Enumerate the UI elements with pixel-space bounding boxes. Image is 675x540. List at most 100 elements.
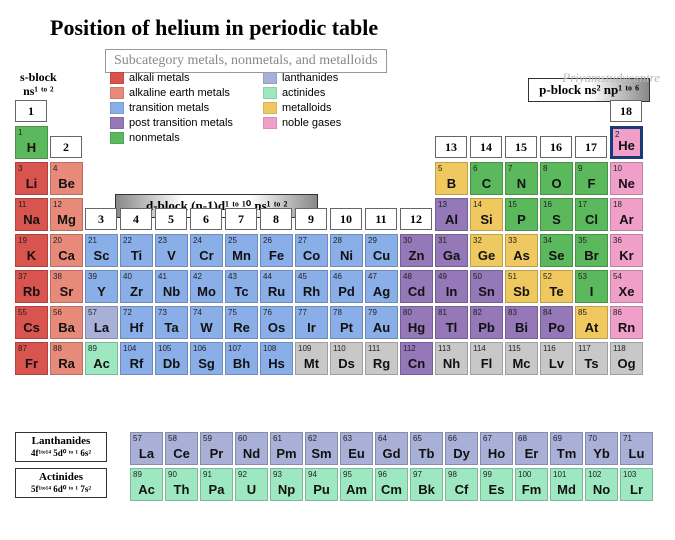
group-header-10: 10	[330, 208, 362, 230]
atomic-number: 47	[368, 272, 377, 281]
atomic-number: 108	[263, 344, 276, 353]
group-header-16: 16	[540, 136, 572, 158]
element-symbol: Np	[271, 482, 302, 497]
element-symbol: H	[16, 140, 47, 155]
element-symbol: Pt	[331, 320, 362, 335]
atomic-number: 62	[308, 434, 317, 443]
element-Ho: 67Ho	[480, 432, 513, 465]
element-Ar: 18Ar	[610, 198, 643, 231]
element-W: 74W	[190, 306, 223, 339]
element-Sn: 50Sn	[470, 270, 503, 303]
element-Pt: 78Pt	[330, 306, 363, 339]
element-Cd: 48Cd	[400, 270, 433, 303]
element-symbol: Mn	[226, 248, 257, 263]
element-symbol: Ar	[611, 212, 642, 227]
group-header-6: 6	[190, 208, 222, 230]
element-Ru: 44Ru	[260, 270, 293, 303]
element-symbol: Ca	[51, 248, 82, 263]
atomic-number: 35	[578, 236, 587, 245]
element-symbol: Fr	[16, 356, 47, 371]
element-symbol: Pm	[271, 446, 302, 461]
element-Er: 68Er	[515, 432, 548, 465]
element-symbol: F	[576, 176, 607, 191]
element-symbol: Pd	[331, 284, 362, 299]
element-N: 7N	[505, 162, 538, 195]
atomic-number: 26	[263, 236, 272, 245]
legend-item-actinide: actinides	[263, 87, 341, 99]
element-Re: 75Re	[225, 306, 258, 339]
element-symbol: Pu	[306, 482, 337, 497]
element-symbol: Nh	[436, 356, 467, 371]
element-symbol: Rn	[611, 320, 642, 335]
element-symbol: Bk	[411, 482, 442, 497]
element-Gd: 64Gd	[375, 432, 408, 465]
element-Y: 39Y	[85, 270, 118, 303]
element-symbol: Fl	[471, 356, 502, 371]
atomic-number: 34	[543, 236, 552, 245]
group-header-14: 14	[470, 136, 502, 158]
element-symbol: C	[471, 176, 502, 191]
element-symbol: Ag	[366, 284, 397, 299]
element-symbol: K	[16, 248, 47, 263]
group-header-18: 18	[610, 100, 642, 122]
atomic-number: 20	[53, 236, 62, 245]
element-symbol: Xe	[611, 284, 642, 299]
element-symbol: Al	[436, 212, 467, 227]
legend: alkali metalsalkaline earth metalstransi…	[110, 72, 341, 144]
atomic-number: 103	[623, 470, 636, 479]
group-header-1: 1	[15, 100, 47, 122]
element-symbol: Md	[551, 482, 582, 497]
element-Si: 14Si	[470, 198, 503, 231]
element-symbol: Cn	[401, 356, 432, 371]
atomic-number: 41	[158, 272, 167, 281]
element-symbol: Dy	[446, 446, 477, 461]
atomic-number: 10	[613, 164, 622, 173]
group-header-11: 11	[365, 208, 397, 230]
element-symbol: I	[576, 284, 607, 299]
element-Hs: 108Hs	[260, 342, 293, 375]
atomic-number: 32	[473, 236, 482, 245]
element-Rh: 45 Rh	[295, 270, 328, 303]
atomic-number: 95	[343, 470, 352, 479]
element-symbol: Cl	[576, 212, 607, 227]
element-Xe: 54Xe	[610, 270, 643, 303]
element-symbol: Cu	[366, 248, 397, 263]
element-Ce: 58Ce	[165, 432, 198, 465]
atomic-number: 69	[553, 434, 562, 443]
group-header-2: 2	[50, 136, 82, 158]
element-symbol: Pa	[201, 482, 232, 497]
element-F: 9F	[575, 162, 608, 195]
element-Os: 76Os	[260, 306, 293, 339]
s-block-label: s-block ns¹ ᵗᵒ ²	[20, 70, 57, 99]
element-symbol: Zn	[401, 248, 432, 263]
element-symbol: Os	[261, 320, 292, 335]
element-symbol: Sg	[191, 356, 222, 371]
element-Lu: 71Lu	[620, 432, 653, 465]
element-Rf: 104Rf	[120, 342, 153, 375]
element-At: 85At	[575, 306, 608, 339]
element-Nh: 113Nh	[435, 342, 468, 375]
element-P: 15P	[505, 198, 538, 231]
atomic-number: 45	[298, 272, 307, 281]
atomic-number: 60	[238, 434, 247, 443]
element-symbol: Rh	[296, 284, 327, 299]
element-Fm: 100Fm	[515, 468, 548, 501]
element-Cr: 24Cr	[190, 234, 223, 267]
atomic-number: 16	[543, 200, 552, 209]
element-Eu: 63Eu	[340, 432, 373, 465]
lanthanide-label: Lanthanides 4f¹ᵗᵒ¹⁴ 5d⁰ ᵗᵒ ¹ 6s²	[15, 432, 107, 462]
element-Hf: 72Hf	[120, 306, 153, 339]
element-Ca: 20 Ca	[50, 234, 83, 267]
element-symbol: Er	[516, 446, 547, 461]
atomic-number: 59	[203, 434, 212, 443]
element-Po: 84Po	[540, 306, 573, 339]
element-U: 92U	[235, 468, 268, 501]
legend-label: noble gases	[282, 117, 341, 129]
atomic-number: 105	[158, 344, 171, 353]
atomic-number: 63	[343, 434, 352, 443]
element-symbol: Ir	[296, 320, 327, 335]
atomic-number: 87	[18, 344, 27, 353]
legend-item-metalloid: metalloids	[263, 102, 341, 114]
atomic-number: 74	[193, 308, 202, 317]
atomic-number: 6	[473, 164, 477, 173]
